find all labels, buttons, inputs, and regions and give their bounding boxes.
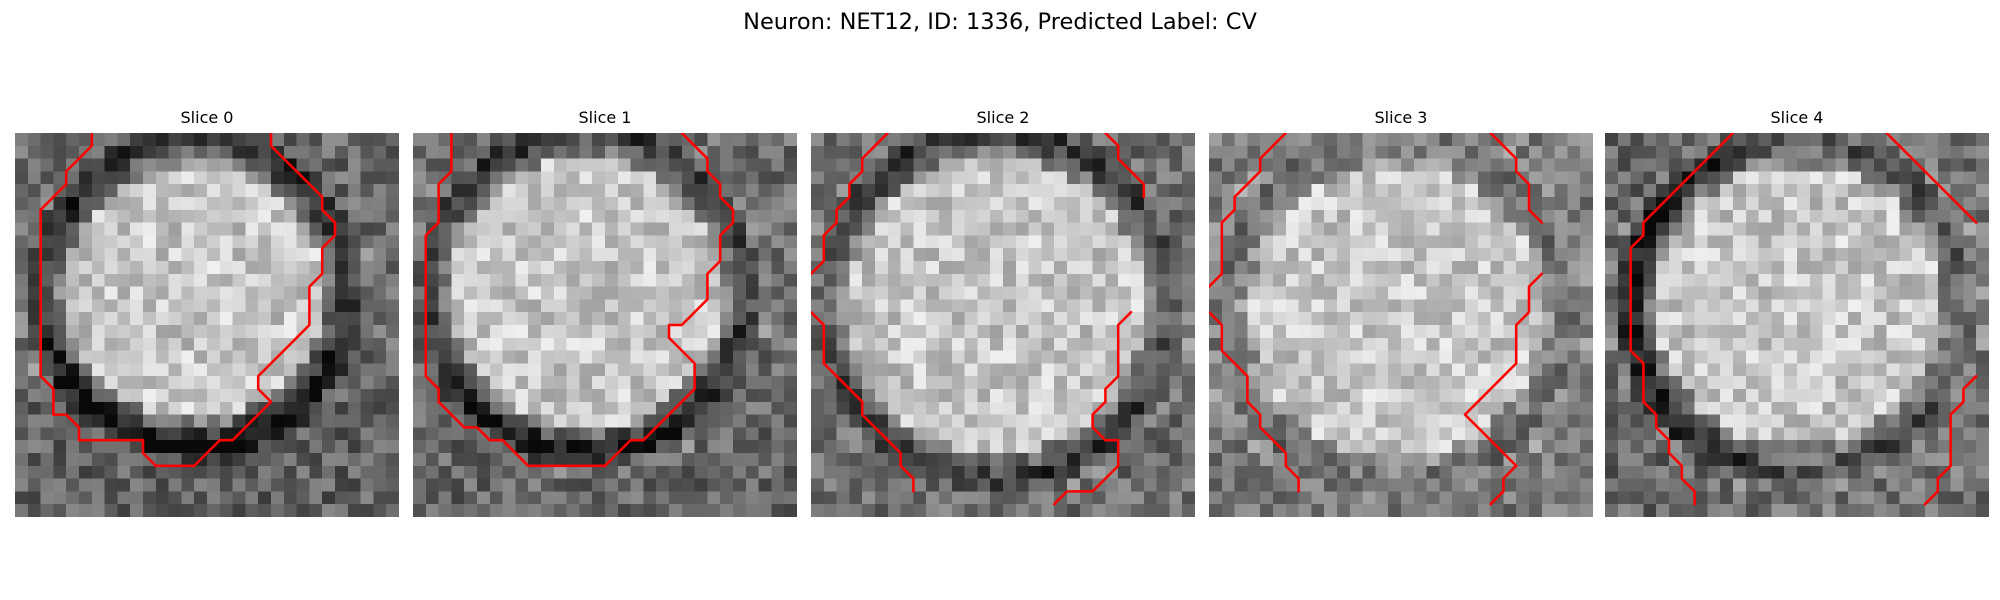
slice-title-1: Slice 1 (578, 108, 632, 127)
slice-panel-2: Slice 2 (811, 108, 1195, 517)
slice-image-4 (1605, 133, 1989, 517)
slice-image-0 (15, 133, 399, 517)
contour-line-1 (1885, 133, 1978, 224)
contour-line-1 (1489, 133, 1544, 224)
contour-line-0 (1104, 133, 1146, 199)
slice-panel-4: Slice 4 (1605, 108, 1989, 517)
contour-line-0 (1209, 133, 1288, 288)
contour-line-0 (424, 133, 735, 468)
slice-image-1 (413, 133, 797, 517)
figure-title: Neuron: NET12, ID: 1336, Predicted Label… (743, 9, 1257, 35)
pixel-grid (1209, 133, 1593, 517)
pixel-grid (1605, 133, 1989, 517)
slice-image-2 (811, 133, 1195, 517)
contour-line-0 (1629, 133, 1735, 506)
slice-panel-3: Slice 3 (1209, 108, 1593, 517)
contour-line-2 (1209, 310, 1300, 493)
slice-title-4: Slice 4 (1770, 108, 1824, 127)
pixel-grid (413, 133, 797, 517)
contour-line-1 (811, 133, 890, 276)
contour-line-0 (39, 133, 337, 468)
contour-line-3 (1052, 310, 1133, 506)
slice-image-3 (1209, 133, 1593, 517)
contour-line-2 (811, 310, 915, 493)
slice-title-3: Slice 3 (1374, 108, 1428, 127)
slice-panel-0: Slice 0 (15, 108, 399, 517)
contour-line-3 (1463, 272, 1544, 506)
slice-panel-1: Slice 1 (413, 108, 797, 517)
contour-line-2 (1923, 374, 1978, 506)
slice-title-0: Slice 0 (180, 108, 234, 127)
pixel-grid (811, 133, 1195, 517)
pixel-grid (15, 133, 399, 517)
slice-title-2: Slice 2 (976, 108, 1030, 127)
